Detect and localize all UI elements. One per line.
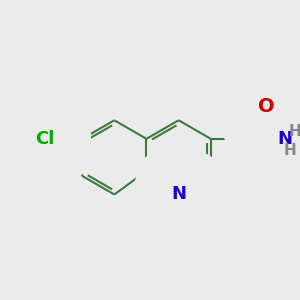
Text: H: H bbox=[284, 143, 296, 158]
Text: N: N bbox=[278, 130, 292, 148]
Text: N: N bbox=[171, 185, 186, 203]
Text: H: H bbox=[288, 124, 300, 139]
Text: O: O bbox=[258, 97, 275, 116]
Text: Cl: Cl bbox=[35, 130, 55, 148]
